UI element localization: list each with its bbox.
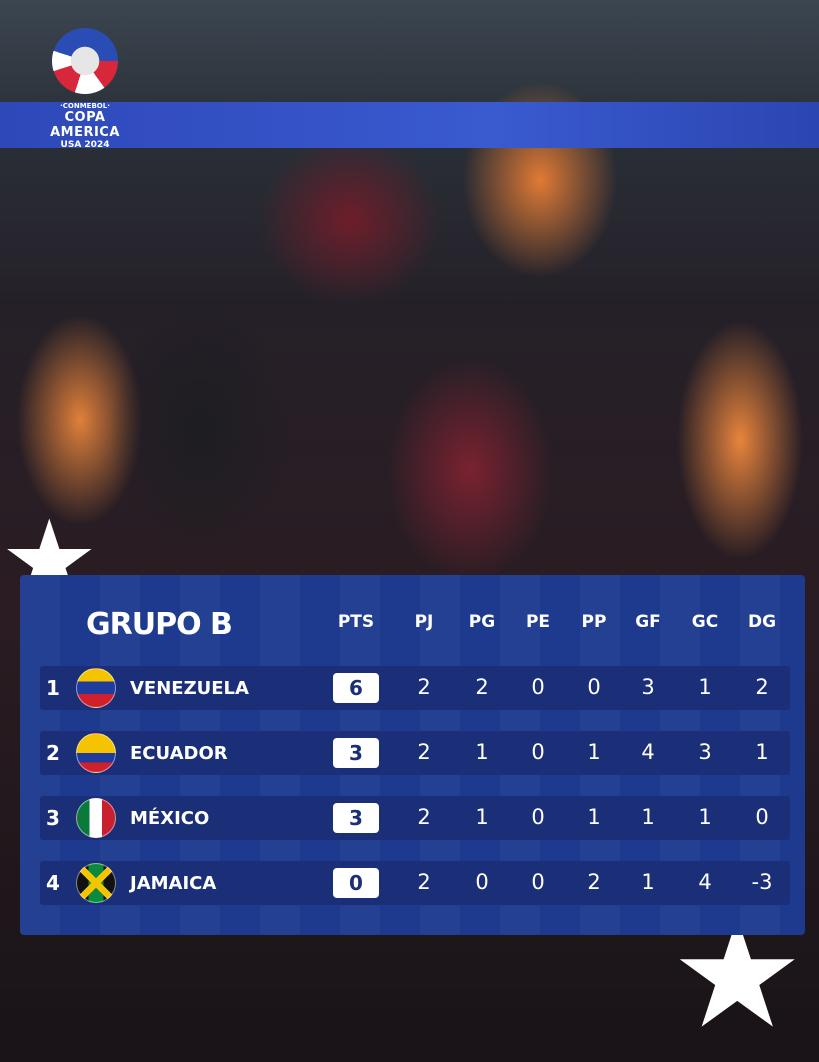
stat-pts: 6 xyxy=(333,673,379,703)
logo-name: COPA AMERICA xyxy=(50,110,120,140)
rank: 3 xyxy=(46,806,60,830)
stat-pe: 0 xyxy=(531,870,545,894)
team-name: VENEZUELA xyxy=(130,678,249,699)
stat-pj: 2 xyxy=(417,805,431,829)
standings-table: GRUPO B PTS PJ PG PE PP GF GC DG 1 VENEZUELA 6 2 2… xyxy=(20,575,805,935)
trophy-icon xyxy=(52,28,118,94)
stat-pp: 0 xyxy=(587,675,601,699)
stadium-banner xyxy=(0,102,819,148)
stat-pg: 2 xyxy=(475,675,489,699)
logo-org: ·CONMEBOL· xyxy=(60,102,110,110)
stat-pp: 2 xyxy=(587,870,601,894)
table-row: 1 VENEZUELA 6 2 2 0 0 3 1 2 xyxy=(40,666,790,710)
table-row: 3 MÉXICO 3 2 1 0 1 1 1 0 xyxy=(40,796,790,840)
column-header-gc: GC xyxy=(691,612,719,632)
stat-pe: 0 xyxy=(531,675,545,699)
table-row: 2 ECUADOR 3 2 1 0 1 4 3 1 xyxy=(40,731,790,775)
stat-gc: 1 xyxy=(698,805,712,829)
group-title: GRUPO B xyxy=(86,607,233,642)
stat-gf: 4 xyxy=(641,740,655,764)
column-header-pj: PJ xyxy=(414,612,434,632)
stat-dg: -3 xyxy=(751,870,773,894)
ecuador-flag-icon xyxy=(76,733,116,773)
rank: 2 xyxy=(46,741,60,765)
logo-edition: USA 2024 xyxy=(60,140,110,150)
stat-pts: 3 xyxy=(333,803,379,833)
team-name: ECUADOR xyxy=(130,743,228,764)
jamaica-flag-icon xyxy=(76,863,116,903)
table-row: 4 JAMAICA 0 2 0 0 2 1 4 -3 xyxy=(40,861,790,905)
stat-pg: 1 xyxy=(475,805,489,829)
stat-pj: 2 xyxy=(417,675,431,699)
stat-gc: 3 xyxy=(698,740,712,764)
stat-pe: 0 xyxy=(531,805,545,829)
stat-pts: 0 xyxy=(333,868,379,898)
stat-gf: 1 xyxy=(641,805,655,829)
stat-gc: 4 xyxy=(698,870,712,894)
rank: 1 xyxy=(46,676,60,700)
stat-pe: 0 xyxy=(531,740,545,764)
stat-pj: 2 xyxy=(417,870,431,894)
column-header-pts: PTS xyxy=(337,612,375,632)
stat-dg: 1 xyxy=(755,740,769,764)
stat-pp: 1 xyxy=(587,805,601,829)
column-header-pe: PE xyxy=(525,612,551,632)
stat-pts: 3 xyxy=(333,738,379,768)
rank: 4 xyxy=(46,871,60,895)
venezuela-flag-icon xyxy=(76,668,116,708)
stat-pj: 2 xyxy=(417,740,431,764)
copa-america-logo: ·CONMEBOL· COPA AMERICA USA 2024 xyxy=(30,28,140,150)
stat-pg: 0 xyxy=(475,870,489,894)
stat-dg: 2 xyxy=(755,675,769,699)
stat-dg: 0 xyxy=(755,805,769,829)
stat-pg: 1 xyxy=(475,740,489,764)
column-header-gf: GF xyxy=(635,612,661,632)
team-name: MÉXICO xyxy=(130,808,210,829)
team-name: JAMAICA xyxy=(130,873,217,894)
stat-gf: 1 xyxy=(641,870,655,894)
column-header-dg: DG xyxy=(747,612,777,632)
mexico-flag-icon xyxy=(76,798,116,838)
column-header-pp: PP xyxy=(581,612,607,632)
stat-pp: 1 xyxy=(587,740,601,764)
column-header-pg: PG xyxy=(468,612,496,632)
stat-gf: 3 xyxy=(641,675,655,699)
stat-gc: 1 xyxy=(698,675,712,699)
